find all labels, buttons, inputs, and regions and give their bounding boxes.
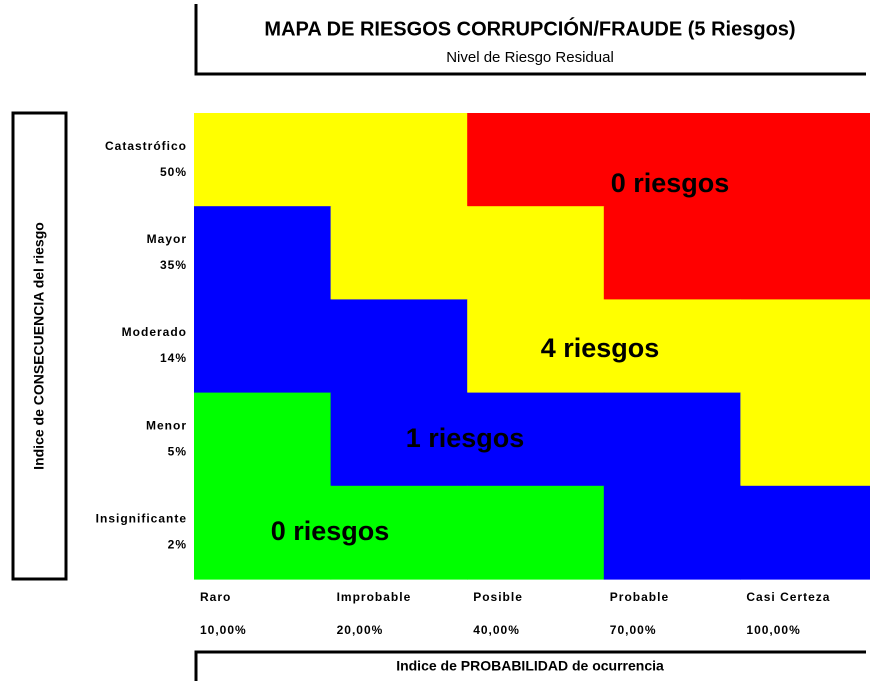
column-label: Raro — [200, 590, 231, 604]
column-value: 100,00% — [746, 623, 800, 637]
row-label: Catastrófico — [105, 139, 187, 153]
cell — [194, 206, 332, 300]
subtitle: Nivel de Riesgo Residual — [446, 49, 614, 66]
row-value: 14% — [160, 351, 187, 365]
row-label: Mayor — [147, 232, 187, 246]
zone-label: 1 riesgos — [406, 423, 525, 453]
cell — [194, 299, 332, 394]
column-label: Improbable — [337, 590, 412, 604]
title-box — [194, 4, 866, 76]
row-value: 2% — [168, 538, 187, 552]
cell — [467, 485, 605, 580]
cell — [194, 392, 332, 487]
cell — [330, 113, 468, 207]
column-value: 10,00% — [200, 623, 247, 637]
cell — [740, 299, 870, 394]
cell — [603, 113, 741, 207]
cell — [194, 485, 332, 580]
cell — [467, 392, 605, 487]
cell — [467, 113, 605, 207]
cell — [467, 206, 605, 300]
x-label-box — [194, 650, 866, 681]
cell — [740, 392, 870, 487]
cell — [330, 485, 468, 580]
x-axis-label: Indice de PROBABILIDAD de ocurrencia — [396, 658, 664, 674]
cell — [740, 485, 870, 580]
column-value: 70,00% — [610, 623, 657, 637]
row-label: Menor — [146, 418, 187, 432]
column-label: Casi Certeza — [746, 590, 830, 604]
cell — [603, 392, 741, 487]
zone-label: 0 riesgos — [271, 516, 390, 546]
row-value: 35% — [160, 258, 187, 272]
cell — [330, 206, 468, 300]
cell — [740, 113, 870, 207]
zone-label: 0 riesgos — [611, 168, 730, 198]
row-value: 5% — [168, 444, 187, 458]
y-label-box — [11, 111, 68, 581]
zone-label: 4 riesgos — [541, 333, 660, 363]
cell — [330, 299, 468, 394]
row-label: Insignificante — [96, 512, 187, 526]
row-label: Moderado — [122, 325, 187, 339]
column-label: Posible — [473, 590, 523, 604]
cell — [603, 206, 741, 300]
column-value: 40,00% — [473, 623, 520, 637]
cell — [740, 206, 870, 300]
column-label: Probable — [610, 590, 669, 604]
cell — [603, 299, 741, 394]
cell — [467, 299, 605, 394]
cell — [194, 113, 332, 207]
cell — [330, 392, 468, 487]
y-axis-label: Indice de CONSECUENCIA del riesgo — [31, 222, 47, 470]
cell — [603, 485, 741, 580]
row-value: 50% — [160, 165, 187, 179]
column-value: 20,00% — [337, 623, 384, 637]
title: MAPA DE RIESGOS CORRUPCIÓN/FRAUDE (5 Rie… — [264, 16, 795, 40]
